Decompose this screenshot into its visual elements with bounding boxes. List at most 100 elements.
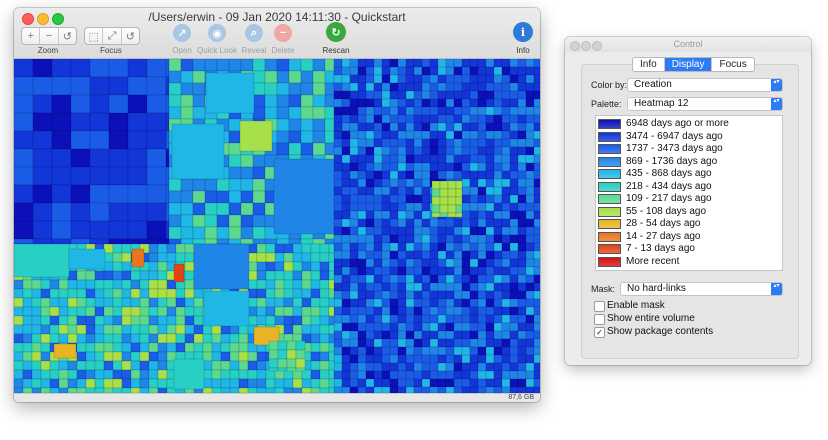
treemap-cell	[283, 279, 294, 290]
treemap-cell	[180, 214, 194, 228]
treemap-cell	[373, 378, 383, 388]
treemap-cell	[112, 297, 123, 308]
treemap-cell	[85, 360, 96, 371]
treemap-cell	[365, 98, 375, 108]
palette-legend-list[interactable]: 6948 days ago or more 3474 - 6947 days ag…	[595, 115, 783, 271]
treemap-cell	[517, 330, 527, 340]
treemap-cell	[14, 59, 34, 78]
treemap-cell	[533, 122, 540, 132]
treemap-cell	[485, 242, 495, 252]
tab-info[interactable]: Info	[633, 58, 665, 71]
treemap-cell	[477, 106, 487, 116]
treemap-cell	[310, 261, 321, 272]
treemap-cell	[389, 98, 399, 108]
treemap-cell	[49, 324, 60, 335]
control-minimize-button[interactable]	[581, 41, 591, 51]
treemap-cell	[51, 76, 72, 96]
treemap-cell	[469, 130, 479, 140]
treemap-cell	[333, 202, 343, 212]
treemap-cell	[349, 178, 359, 188]
quick-look-button[interactable]: ◉ Quick Look	[196, 24, 238, 55]
palette-legend-item: 869 - 1736 days ago	[596, 156, 782, 168]
treemap-view[interactable]	[14, 59, 540, 393]
open-button[interactable]: ↗ Open	[161, 24, 203, 55]
treemap-cell	[525, 194, 535, 204]
palette-popup[interactable]: Heatmap 12 ▴▾	[627, 97, 783, 111]
treemap-cell	[389, 282, 399, 292]
treemap-cell	[405, 282, 415, 292]
info-button[interactable]: i Info	[502, 22, 540, 55]
treemap-cell	[477, 202, 487, 212]
control-close-button[interactable]	[570, 41, 580, 51]
treemap-cell	[365, 130, 375, 140]
focus-expand-button[interactable]: ⤢	[103, 28, 122, 44]
treemap-cell	[453, 298, 463, 308]
treemap-cell	[228, 202, 242, 216]
zoom-window-button[interactable]	[52, 13, 64, 25]
treemap-cell	[493, 138, 503, 148]
treemap-cell	[397, 314, 407, 324]
treemap-cell	[70, 166, 91, 186]
treemap-cell	[166, 324, 177, 335]
treemap-cell	[108, 112, 129, 132]
treemap-cell	[445, 370, 455, 380]
treemap-cell	[85, 378, 96, 389]
show-package-contents-checkbox[interactable]: ✓	[594, 327, 605, 338]
zoom-out-button[interactable]: −	[40, 28, 59, 44]
show-entire-volume-checkbox[interactable]	[594, 314, 605, 325]
delete-button[interactable]: − Delete	[262, 24, 304, 55]
treemap-cell	[373, 138, 383, 148]
focus-in-button[interactable]: ⬚	[85, 28, 104, 44]
treemap-cell	[525, 362, 535, 372]
zoom-reset-button[interactable]: ↺	[62, 30, 72, 43]
treemap-cell	[32, 130, 53, 150]
enable-mask-checkbox[interactable]	[594, 301, 605, 312]
treemap-cell	[437, 306, 447, 316]
treemap-cell	[130, 270, 141, 281]
treemap-cell	[405, 330, 415, 340]
treemap-cell	[204, 178, 218, 192]
zoom-in-button[interactable]: +	[22, 28, 41, 44]
treemap-cell	[216, 226, 230, 240]
treemap-cell	[14, 360, 24, 371]
treemap-cell	[274, 369, 285, 380]
treemap-cell	[14, 184, 34, 204]
treemap-cell	[405, 338, 415, 348]
color-swatch	[598, 181, 621, 192]
focus-reset-button[interactable]: ↺	[125, 30, 135, 43]
reveal-button[interactable]: ⌕ Reveal	[233, 24, 275, 55]
treemap-cell	[349, 202, 359, 212]
treemap-cell	[328, 351, 335, 362]
treemap-cell	[184, 270, 195, 281]
treemap-cell	[405, 242, 415, 252]
close-window-button[interactable]	[22, 13, 34, 25]
minimize-window-button[interactable]	[37, 13, 49, 25]
treemap-cell	[328, 279, 335, 290]
treemap-cell	[14, 130, 34, 150]
rescan-button[interactable]: ↻ Rescan	[315, 22, 357, 55]
treemap-cell	[365, 186, 375, 196]
treemap-cell	[477, 122, 487, 132]
treemap-cell	[228, 178, 242, 192]
treemap-cell	[357, 322, 367, 332]
tab-display[interactable]: Display	[664, 58, 713, 71]
treemap-cell	[22, 288, 33, 299]
treemap-cell	[40, 315, 51, 326]
treemap-cell	[157, 360, 168, 371]
palette-legend-label: 1737 - 3473 days ago	[626, 143, 723, 154]
treemap-cell	[58, 378, 69, 389]
treemap-cell	[381, 378, 391, 388]
treemap-cell	[437, 74, 447, 84]
treemap-cell	[461, 274, 471, 284]
mask-popup[interactable]: No hard-links ▴▾	[620, 282, 783, 296]
tab-focus[interactable]: Focus	[719, 59, 747, 70]
treemap-cell	[445, 82, 455, 92]
treemap-cell	[365, 59, 375, 68]
control-zoom-button[interactable]	[592, 41, 602, 51]
treemap-cell	[453, 146, 463, 156]
mask-value: No hard-links	[627, 283, 686, 294]
treemap-cell	[405, 258, 415, 268]
treemap-cell	[381, 322, 391, 332]
color-by-popup[interactable]: Creation ▴▾	[627, 78, 783, 92]
treemap-cell	[166, 333, 177, 344]
